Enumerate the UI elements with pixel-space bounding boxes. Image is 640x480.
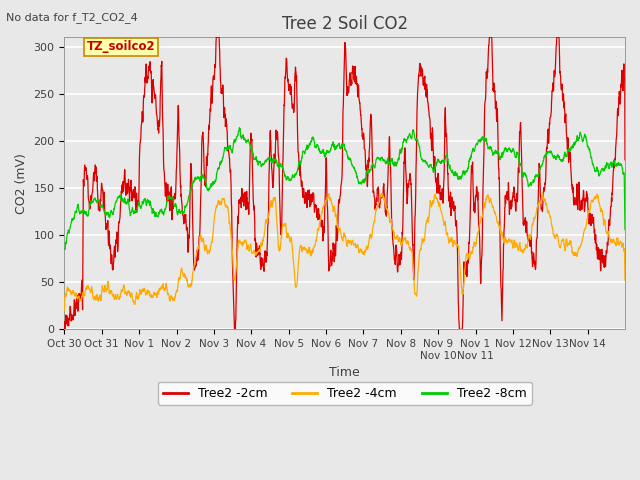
Title: Tree 2 Soil CO2: Tree 2 Soil CO2 — [282, 15, 408, 33]
Text: TZ_soilco2: TZ_soilco2 — [87, 40, 156, 53]
Y-axis label: CO2 (mV): CO2 (mV) — [15, 153, 28, 214]
Legend: Tree2 -2cm, Tree2 -4cm, Tree2 -8cm: Tree2 -2cm, Tree2 -4cm, Tree2 -8cm — [157, 382, 532, 405]
Text: No data for f_T2_CO2_4: No data for f_T2_CO2_4 — [6, 12, 138, 23]
X-axis label: Time: Time — [330, 366, 360, 379]
